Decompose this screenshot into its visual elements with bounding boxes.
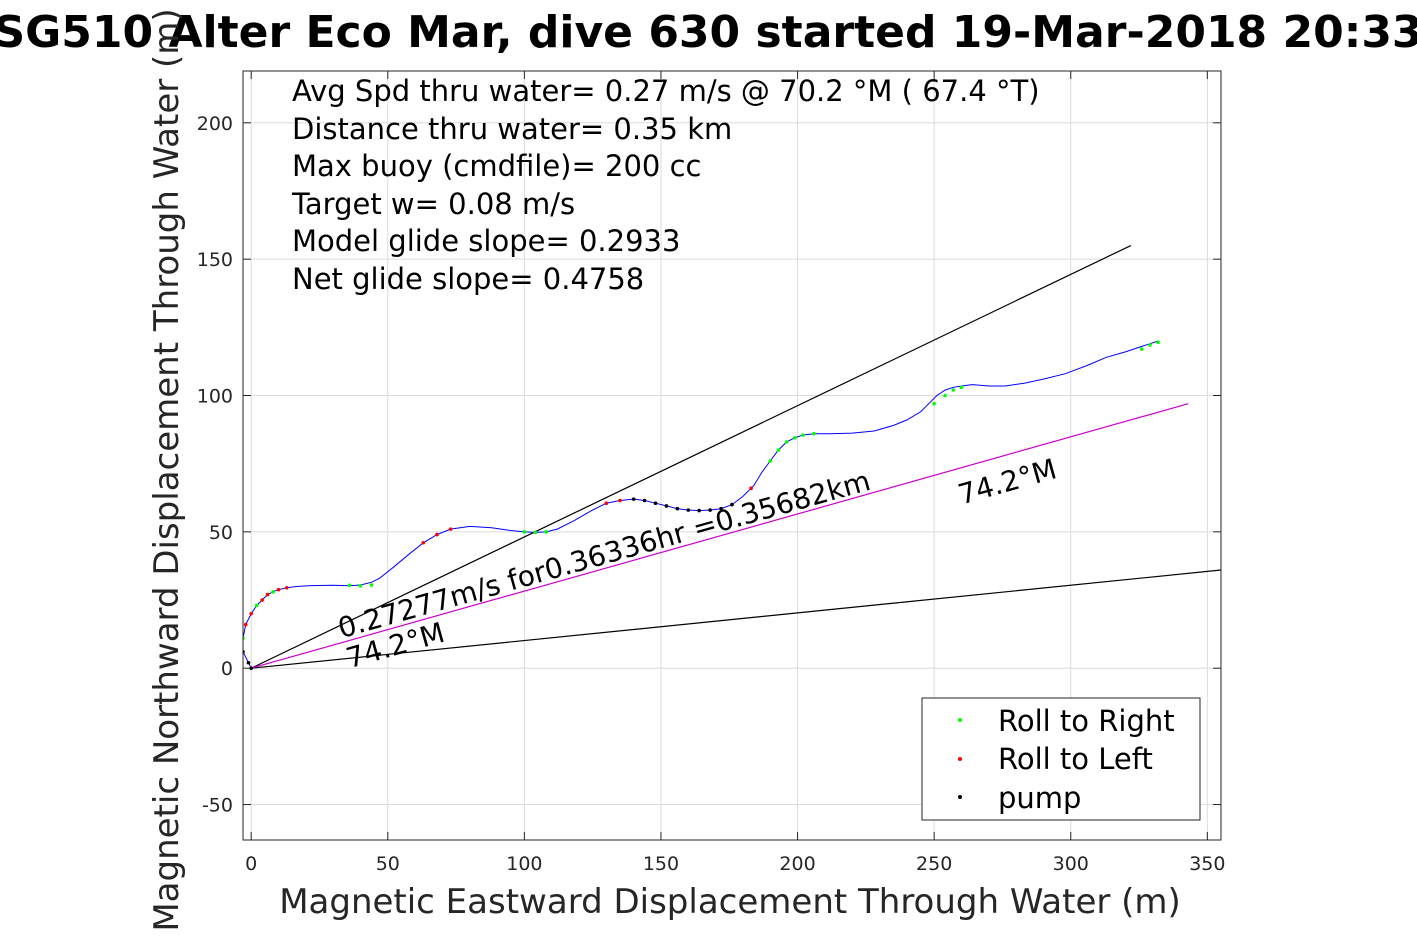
- point-pump: [686, 508, 691, 512]
- reference-line-upper: [250, 244, 1132, 669]
- point-roll-to-left: [249, 611, 253, 616]
- plot-layer: [243, 244, 1221, 671]
- point-pump: [653, 501, 658, 506]
- reference-line-heading: [251, 403, 1189, 669]
- point-pump: [642, 498, 647, 503]
- point-roll-to-right: [522, 530, 527, 534]
- point-roll-to-right: [1139, 347, 1144, 351]
- legend-box: [921, 697, 1201, 821]
- point-roll-to-left: [618, 498, 622, 503]
- x-tick-label: 50: [376, 853, 400, 875]
- point-roll-to-right: [358, 584, 363, 588]
- point-roll-to-right: [271, 590, 275, 594]
- info-line-max-buoy: Max buoy (cmdfile)= 200 cc: [292, 149, 701, 183]
- reference-lines: [250, 244, 1221, 669]
- legend-label-pump: pump: [998, 781, 1081, 815]
- legend-marker-roll-left: [958, 757, 962, 761]
- x-tick-label: 300: [1053, 853, 1089, 875]
- point-roll-to-left: [284, 585, 289, 590]
- chart-title: SG510 Alter Eco Mar, dive 630 started 19…: [0, 7, 1417, 58]
- y-tick-label: 50: [209, 522, 233, 544]
- point-roll-to-left: [265, 592, 270, 597]
- x-tick-label: 0: [245, 853, 257, 875]
- y-tick-label: 150: [197, 249, 233, 271]
- series-points: [243, 340, 1160, 671]
- legend: Roll to Right Roll to Left pump: [921, 697, 1201, 821]
- y-tick-label: 100: [197, 386, 233, 408]
- info-line-distance: Distance thru water= 0.35 km: [292, 112, 732, 146]
- point-pump: [730, 502, 734, 507]
- point-pump: [664, 504, 669, 508]
- info-block: Avg Spd thru water= 0.27 m/s @ 70.2 °M (…: [291, 74, 1040, 296]
- point-roll-to-right: [793, 435, 797, 440]
- info-line-net-glide: Net glide slope= 0.4758: [292, 262, 644, 296]
- point-roll-to-left: [435, 532, 439, 537]
- point-roll-to-right: [784, 440, 789, 444]
- point-roll-to-right: [951, 388, 956, 392]
- point-roll-to-left: [749, 486, 753, 491]
- point-roll-to-right: [932, 401, 936, 406]
- point-pump: [246, 660, 251, 665]
- point-roll-to-right: [812, 431, 816, 436]
- info-line-avg-speed: Avg Spd thru water= 0.27 m/s @ 70.2 °M (…: [292, 74, 1040, 108]
- y-axis-label: Magnetic Northward Displacement Through …: [147, 8, 187, 931]
- point-roll-to-right: [943, 393, 947, 398]
- legend-label-roll-right: Roll to Right: [998, 704, 1175, 738]
- point-roll-to-right: [533, 530, 538, 535]
- y-tick-label: 200: [197, 113, 233, 135]
- reference-line-lower: [251, 569, 1221, 669]
- point-pump: [675, 506, 680, 511]
- legend-marker-pump: [958, 795, 962, 799]
- legend-marker-roll-right: [958, 718, 962, 722]
- point-roll-to-left: [276, 587, 281, 592]
- point-roll-to-right: [1156, 340, 1160, 345]
- ticks: 0 50 100 150 200 250 300 350 -50 0 50 100 150 200: [197, 71, 1225, 875]
- x-tick-label: 100: [506, 853, 542, 875]
- point-roll-to-right: [768, 459, 773, 463]
- x-axis-label: Magnetic Eastward Displacement Through W…: [279, 882, 1181, 922]
- point-pump: [697, 508, 702, 513]
- axes-box: [242, 70, 1222, 841]
- x-tick-label: 150: [643, 853, 679, 875]
- point-roll-to-right: [801, 433, 805, 437]
- y-tick-label: 0: [221, 658, 233, 680]
- point-pump: [631, 497, 636, 501]
- point-roll-to-right: [369, 583, 374, 587]
- point-roll-to-left: [421, 540, 426, 545]
- x-tick-label: 250: [916, 853, 952, 875]
- point-roll-to-left: [604, 501, 609, 506]
- point-pump: [719, 506, 723, 511]
- legend-label-roll-left: Roll to Left: [998, 742, 1153, 776]
- info-line-target-w: Target w= 0.08 m/s: [291, 187, 575, 221]
- point-roll-to-right: [544, 530, 549, 534]
- point-roll-to-right: [1148, 343, 1152, 347]
- point-pump: [249, 666, 253, 671]
- point-roll-to-right: [347, 583, 352, 588]
- point-roll-to-left: [260, 598, 264, 602]
- point-roll-to-right: [776, 448, 781, 452]
- point-roll-to-left: [243, 622, 248, 627]
- point-roll-to-right: [959, 385, 964, 390]
- point-roll-to-left: [448, 527, 453, 531]
- x-tick-label: 350: [1189, 853, 1225, 875]
- y-tick-label: -50: [202, 795, 233, 817]
- point-roll-to-right: [254, 603, 259, 608]
- info-line-model-glide: Model glide slope= 0.2933: [292, 224, 680, 258]
- point-pump: [708, 508, 712, 512]
- x-tick-label: 200: [779, 853, 815, 875]
